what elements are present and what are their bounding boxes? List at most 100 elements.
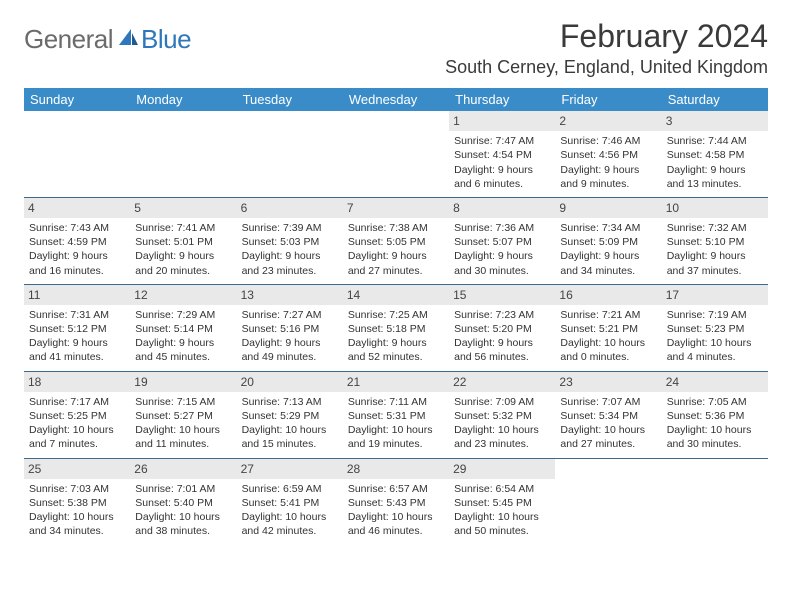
day-cell: 10Sunrise: 7:32 AMSunset: 5:10 PMDayligh… xyxy=(662,197,768,284)
day-cell: 19Sunrise: 7:15 AMSunset: 5:27 PMDayligh… xyxy=(130,371,236,458)
day-cell: 13Sunrise: 7:27 AMSunset: 5:16 PMDayligh… xyxy=(237,284,343,371)
day-number: 18 xyxy=(24,372,130,392)
day-cell: 3Sunrise: 7:44 AMSunset: 4:58 PMDaylight… xyxy=(662,111,768,197)
day-info: Sunrise: 7:13 AMSunset: 5:29 PMDaylight:… xyxy=(241,395,339,452)
day-info: Sunrise: 7:39 AMSunset: 5:03 PMDaylight:… xyxy=(241,221,339,278)
day-info-line: Sunrise: 7:11 AM xyxy=(348,395,444,409)
day-cell xyxy=(130,111,236,197)
day-info-line: Daylight: 9 hours xyxy=(454,336,550,350)
day-cell: 18Sunrise: 7:17 AMSunset: 5:25 PMDayligh… xyxy=(24,371,130,458)
day-info-line: and 20 minutes. xyxy=(135,264,231,278)
day-info-line: Daylight: 10 hours xyxy=(135,510,231,524)
day-info-line: Sunset: 4:58 PM xyxy=(667,148,763,162)
day-cell: 22Sunrise: 7:09 AMSunset: 5:32 PMDayligh… xyxy=(449,371,555,458)
day-info-line: and 52 minutes. xyxy=(348,350,444,364)
day-info-line: Daylight: 9 hours xyxy=(29,336,125,350)
day-number: 20 xyxy=(237,372,343,392)
day-number: 7 xyxy=(343,198,449,218)
day-info-line: Sunset: 5:10 PM xyxy=(667,235,763,249)
location-subtitle: South Cerney, England, United Kingdom xyxy=(445,57,768,78)
header: General Blue February 2024 South Cerney,… xyxy=(24,18,768,78)
day-info-line: Sunrise: 7:01 AM xyxy=(135,482,231,496)
day-cell: 26Sunrise: 7:01 AMSunset: 5:40 PMDayligh… xyxy=(130,458,236,544)
weekday-header-row: Sunday Monday Tuesday Wednesday Thursday… xyxy=(24,88,768,111)
day-info-line: Daylight: 9 hours xyxy=(348,249,444,263)
day-info-line: and 49 minutes. xyxy=(242,350,338,364)
day-number: 28 xyxy=(343,459,449,479)
day-number: 14 xyxy=(343,285,449,305)
day-info-line: Sunset: 5:32 PM xyxy=(454,409,550,423)
day-info-line: Sunset: 5:21 PM xyxy=(560,322,656,336)
day-number: 22 xyxy=(449,372,555,392)
calendar-week-row: 18Sunrise: 7:17 AMSunset: 5:25 PMDayligh… xyxy=(24,371,768,458)
day-info-line: Sunset: 5:31 PM xyxy=(348,409,444,423)
day-info-line: Daylight: 9 hours xyxy=(29,249,125,263)
day-info-line: Sunrise: 7:17 AM xyxy=(29,395,125,409)
day-info: Sunrise: 7:19 AMSunset: 5:23 PMDaylight:… xyxy=(666,308,764,365)
day-info: Sunrise: 7:44 AMSunset: 4:58 PMDaylight:… xyxy=(666,134,764,191)
day-info-line: Sunset: 5:36 PM xyxy=(667,409,763,423)
weekday-header: Monday xyxy=(130,88,236,111)
day-info-line: Daylight: 10 hours xyxy=(135,423,231,437)
logo-text-blue: Blue xyxy=(141,24,191,55)
day-info-line: Daylight: 10 hours xyxy=(667,336,763,350)
day-info-line: and 42 minutes. xyxy=(242,524,338,538)
day-info-line: and 0 minutes. xyxy=(560,350,656,364)
day-number: 15 xyxy=(449,285,555,305)
day-info-line: Sunrise: 7:07 AM xyxy=(560,395,656,409)
day-info-line: and 30 minutes. xyxy=(454,264,550,278)
day-info-line: and 50 minutes. xyxy=(454,524,550,538)
day-info-line: Daylight: 10 hours xyxy=(29,423,125,437)
day-number: 8 xyxy=(449,198,555,218)
day-info-line: and 16 minutes. xyxy=(29,264,125,278)
day-info: Sunrise: 7:29 AMSunset: 5:14 PMDaylight:… xyxy=(134,308,232,365)
day-info-line: and 23 minutes. xyxy=(454,437,550,451)
day-info-line: Sunset: 5:03 PM xyxy=(242,235,338,249)
day-info-line: Sunrise: 7:15 AM xyxy=(135,395,231,409)
day-info-line: Daylight: 10 hours xyxy=(348,423,444,437)
day-info-line: Sunrise: 7:29 AM xyxy=(135,308,231,322)
day-info: Sunrise: 7:36 AMSunset: 5:07 PMDaylight:… xyxy=(453,221,551,278)
day-number: 25 xyxy=(24,459,130,479)
day-info-line: and 13 minutes. xyxy=(667,177,763,191)
day-number: 17 xyxy=(662,285,768,305)
day-info: Sunrise: 7:25 AMSunset: 5:18 PMDaylight:… xyxy=(347,308,445,365)
day-info: Sunrise: 7:11 AMSunset: 5:31 PMDaylight:… xyxy=(347,395,445,452)
day-info-line: Sunset: 5:29 PM xyxy=(242,409,338,423)
day-info: Sunrise: 7:27 AMSunset: 5:16 PMDaylight:… xyxy=(241,308,339,365)
day-info-line: and 34 minutes. xyxy=(29,524,125,538)
day-info-line: Sunrise: 7:46 AM xyxy=(560,134,656,148)
day-cell: 8 Sunrise: 7:36 AMSunset: 5:07 PMDaylight… xyxy=(449,197,555,284)
day-info-line: and 38 minutes. xyxy=(135,524,231,538)
day-cell: 28Sunrise: 6:57 AMSunset: 5:43 PMDayligh… xyxy=(343,458,449,544)
day-info-line: Daylight: 10 hours xyxy=(560,336,656,350)
day-cell: 21Sunrise: 7:11 AMSunset: 5:31 PMDayligh… xyxy=(343,371,449,458)
day-cell: 12 Sunrise: 7:29 AMSunset: 5:14 PMDayligh… xyxy=(130,284,236,371)
day-info-line: Sunrise: 7:27 AM xyxy=(242,308,338,322)
day-info-line: and 4 minutes. xyxy=(667,350,763,364)
day-info-line: Sunrise: 7:05 AM xyxy=(667,395,763,409)
weekday-header: Wednesday xyxy=(343,88,449,111)
day-info-line: Sunrise: 7:39 AM xyxy=(242,221,338,235)
day-info-line: and 27 minutes. xyxy=(560,437,656,451)
day-info: Sunrise: 7:23 AMSunset: 5:20 PMDaylight:… xyxy=(453,308,551,365)
day-cell xyxy=(555,458,661,544)
calendar-table: Sunday Monday Tuesday Wednesday Thursday… xyxy=(24,88,768,544)
day-cell: 23Sunrise: 7:07 AMSunset: 5:34 PMDayligh… xyxy=(555,371,661,458)
day-info-line: Daylight: 9 hours xyxy=(135,249,231,263)
day-info-line: Daylight: 9 hours xyxy=(242,249,338,263)
day-info-line: Sunset: 5:41 PM xyxy=(242,496,338,510)
day-number: 16 xyxy=(555,285,661,305)
day-info-line: and 6 minutes. xyxy=(454,177,550,191)
calendar-week-row: 25Sunrise: 7:03 AMSunset: 5:38 PMDayligh… xyxy=(24,458,768,544)
day-number: 10 xyxy=(662,198,768,218)
day-info-line: Daylight: 9 hours xyxy=(560,163,656,177)
day-number: 11 xyxy=(24,285,130,305)
day-info-line: and 9 minutes. xyxy=(560,177,656,191)
day-info-line: Sunrise: 6:54 AM xyxy=(454,482,550,496)
day-info-line: and 15 minutes. xyxy=(242,437,338,451)
day-info-line: Sunrise: 7:09 AM xyxy=(454,395,550,409)
day-info-line: Sunrise: 6:59 AM xyxy=(242,482,338,496)
day-info: Sunrise: 7:05 AMSunset: 5:36 PMDaylight:… xyxy=(666,395,764,452)
day-number: 12 xyxy=(130,285,236,305)
